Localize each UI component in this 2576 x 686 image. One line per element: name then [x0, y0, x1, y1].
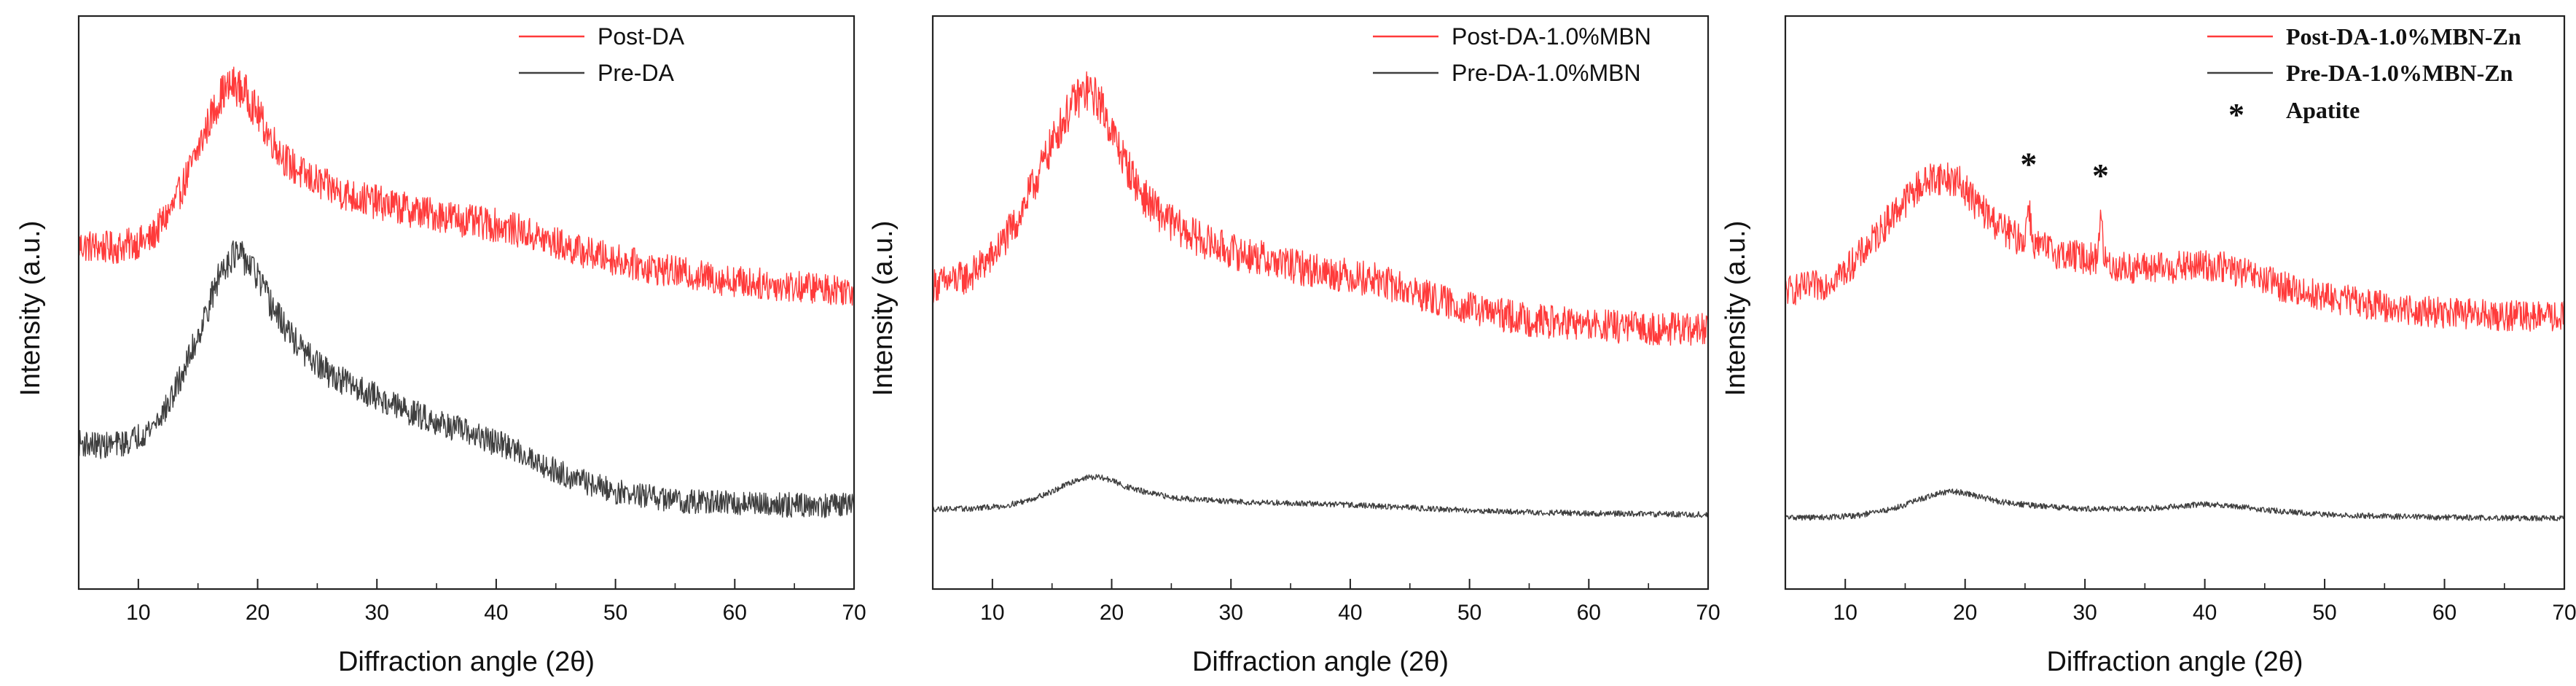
plot-frame	[77, 15, 856, 590]
legend-label: Pre-DA-1.0%MBN-Zn	[2286, 60, 2513, 86]
legend-marker-apatite: *	[2228, 97, 2244, 133]
plot-frame	[931, 15, 1710, 590]
series-line-post	[933, 71, 1708, 346]
x-tick-label: 60	[723, 601, 747, 625]
x-tick-label: 30	[1219, 601, 1243, 625]
x-tick-label: 10	[980, 601, 1004, 625]
x-tick-label: 30	[2072, 601, 2097, 625]
x-axis-label: Diffraction angle (2θ)	[338, 647, 595, 677]
y-axis-label: Intensity (a.u.)	[868, 221, 899, 397]
panel-3: 10 20 30 40 50 60 70 Diffraction angle (2θ) Inte…	[1720, 15, 2576, 677]
x-tick-label: 20	[1953, 601, 1977, 625]
series-line-pre	[1785, 488, 2564, 522]
plot-frame	[1784, 15, 2566, 590]
x-tick-label: 20	[246, 601, 270, 625]
series-line-pre	[933, 474, 1708, 518]
x-tick-label: 70	[1696, 601, 1720, 625]
series-line-post	[1785, 162, 2564, 332]
x-tick-label: 20	[1100, 601, 1124, 625]
legend-label: Post-DA-1.0%MBN-Zn	[2286, 23, 2521, 50]
y-axis-label: Intensity (a.u.)	[1720, 221, 1751, 397]
legend-label-apatite: Apatite	[2286, 97, 2360, 123]
y-axis-label: Intensity (a.u.)	[15, 221, 46, 397]
x-tick-label: 50	[2312, 601, 2336, 625]
peak-marker: *	[2020, 145, 2037, 182]
series-line-post	[79, 66, 854, 306]
x-tick-label: 60	[1577, 601, 1601, 625]
legend-label: Post-DA-1.0%MBN	[1452, 23, 1651, 50]
x-tick-label: 30	[365, 601, 389, 625]
x-axis-label: Diffraction angle (2θ)	[1192, 647, 1449, 677]
x-tick-label: 40	[484, 601, 508, 625]
panel-1: 10 20 30 40 50 60 70 Diffraction angle (2θ) Inte…	[15, 15, 866, 677]
x-tick-label: 50	[1457, 601, 1481, 625]
peak-marker: *	[2092, 157, 2109, 194]
x-tick-label: 40	[2193, 601, 2217, 625]
x-tick-label: 70	[842, 601, 866, 625]
x-tick-label: 10	[1833, 601, 1857, 625]
series-line-pre	[79, 240, 854, 518]
legend-label: Pre-DA-1.0%MBN	[1452, 60, 1641, 86]
x-tick-label: 70	[2552, 601, 2576, 625]
x-tick-label: 50	[603, 601, 627, 625]
x-tick-label: 40	[1338, 601, 1362, 625]
panel-2: 10 20 30 40 50 60 70 Diffraction angle (2θ) Inte…	[868, 15, 1720, 677]
x-axis-label: Diffraction angle (2θ)	[2046, 647, 2303, 677]
legend-label: Post-DA	[598, 23, 685, 50]
x-tick-label: 10	[126, 601, 150, 625]
legend-label: Pre-DA	[598, 60, 675, 86]
x-tick-label: 60	[2432, 601, 2456, 625]
